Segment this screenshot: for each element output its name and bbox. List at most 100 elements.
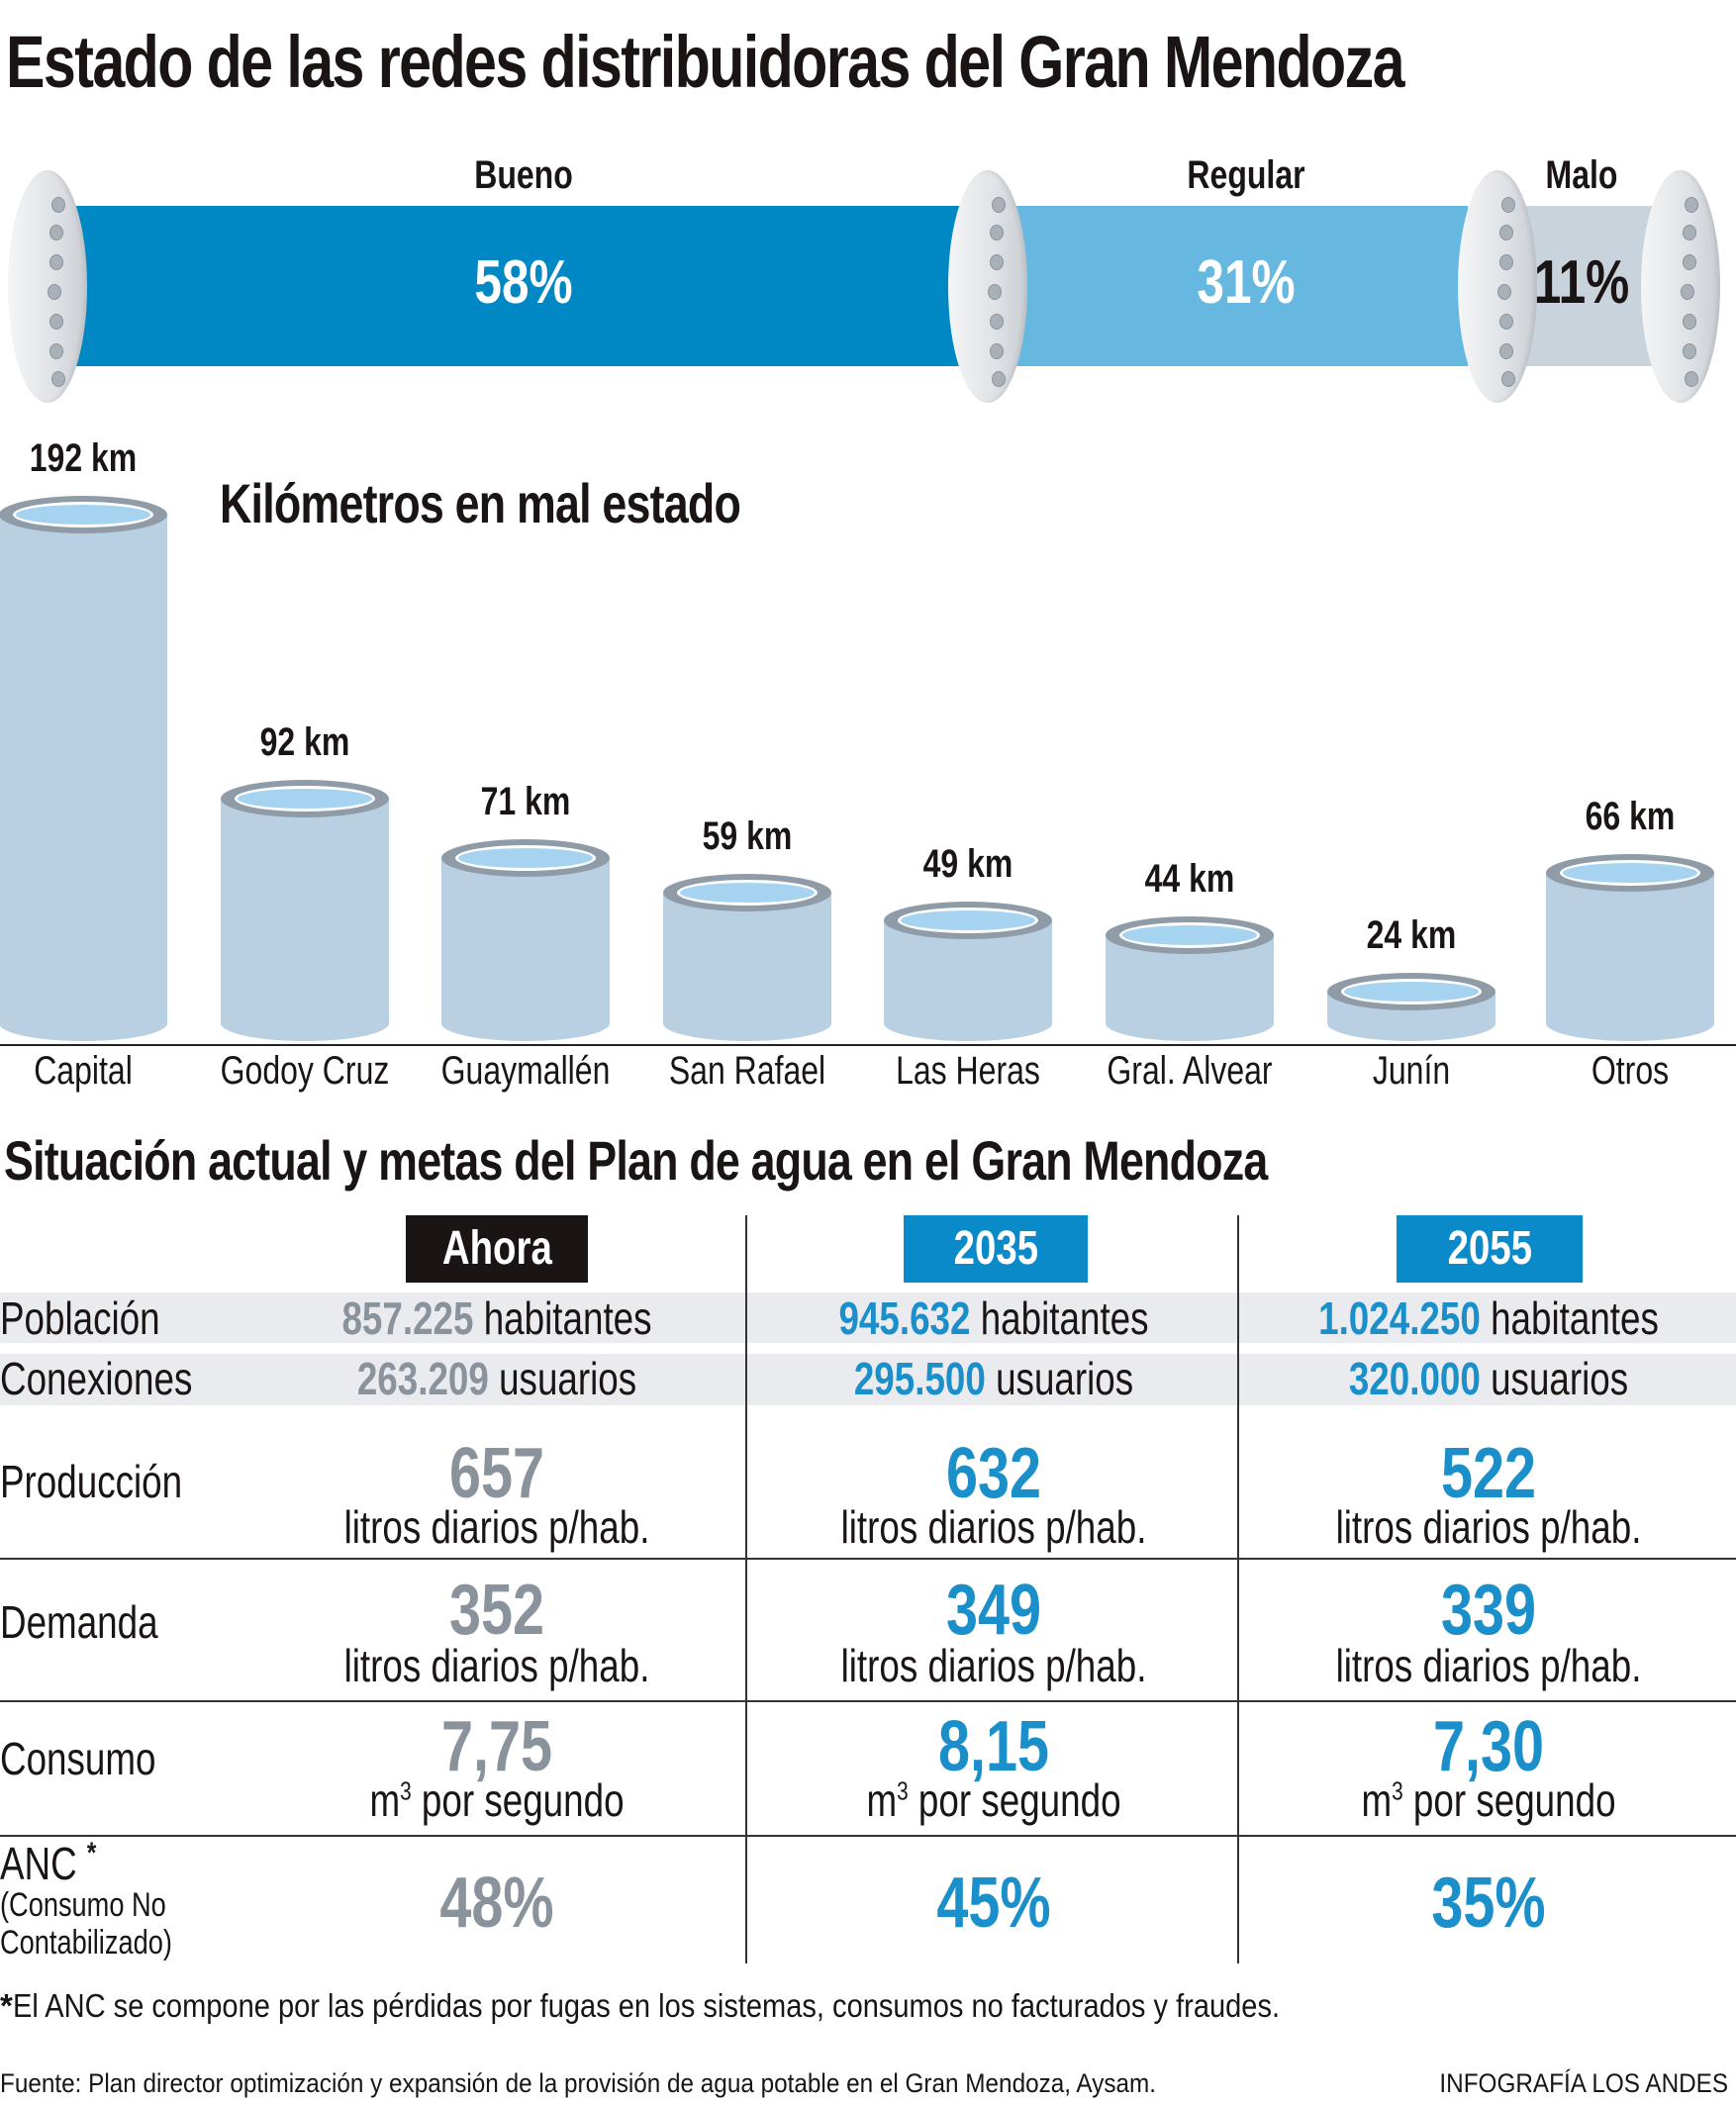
bar-value-label: 49 km bbox=[922, 842, 1013, 887]
column-header-ahora: Ahora bbox=[406, 1215, 588, 1283]
bolt-icon bbox=[1683, 254, 1696, 270]
pipe-label-malo: Malo bbox=[1545, 153, 1618, 197]
bolt-icon bbox=[988, 284, 1002, 300]
pipe-flange bbox=[1458, 170, 1537, 403]
bolt-icon bbox=[1685, 371, 1698, 387]
cell-value-produccion: 657 bbox=[448, 1434, 545, 1513]
bar-value-label: 66 km bbox=[1585, 794, 1676, 838]
cell-value-consumo: 7,30 bbox=[1432, 1707, 1545, 1786]
credit: INFOGRAFÍA LOS ANDES bbox=[1439, 2068, 1728, 2098]
cell-unit-consumo: m3 por segundo bbox=[369, 1774, 625, 1826]
pipe-flange bbox=[8, 170, 87, 403]
cell-value: 295.500 bbox=[853, 1353, 986, 1404]
bolt-icon bbox=[1683, 314, 1696, 330]
cell-unit-demanda: litros diarios p/hab. bbox=[1335, 1640, 1642, 1691]
bolt-icon bbox=[49, 314, 63, 330]
bolt-icon bbox=[1501, 371, 1515, 387]
bolt-icon bbox=[1681, 284, 1694, 300]
bolt-icon bbox=[1497, 284, 1511, 300]
bar-capital bbox=[0, 495, 167, 1041]
bolt-icon bbox=[48, 284, 61, 300]
pipe-flange bbox=[1641, 170, 1720, 403]
cell-poblacion: 857.225 habitantes bbox=[303, 1292, 690, 1345]
bolt-icon bbox=[1499, 314, 1513, 330]
pipe-flange bbox=[948, 170, 1027, 403]
cell-value: 263.209 bbox=[356, 1353, 489, 1404]
bar-value-label: 192 km bbox=[29, 435, 138, 480]
cell-value-consumo: 8,15 bbox=[937, 1707, 1050, 1786]
cell-unit-consumo: m3 por segundo bbox=[866, 1774, 1121, 1826]
cell-unit-demanda: litros diarios p/hab. bbox=[840, 1640, 1147, 1691]
row-divider bbox=[0, 1700, 1736, 1702]
bar-value-label: 24 km bbox=[1366, 913, 1457, 958]
source-note: Fuente: Plan director optimización y exp… bbox=[0, 2068, 1157, 2098]
page-title: Estado de las redes distribuidoras del G… bbox=[6, 21, 1405, 103]
row-label-demanda: Demanda bbox=[0, 1596, 158, 1648]
bolt-icon bbox=[51, 197, 65, 213]
column-divider bbox=[745, 1215, 747, 1963]
cell-value: 1.024.250 bbox=[1318, 1292, 1481, 1344]
bar-value-label: 71 km bbox=[480, 780, 571, 824]
row-divider bbox=[0, 1558, 1736, 1560]
bolt-icon bbox=[1501, 197, 1515, 213]
bar-godoy-cruz bbox=[221, 779, 389, 1041]
table-title: Situación actual y metas del Plan de agu… bbox=[4, 1129, 1268, 1192]
bolt-icon bbox=[992, 371, 1006, 387]
cell-unit: usuarios bbox=[1491, 1353, 1629, 1404]
category-label: Gral. Alvear bbox=[1107, 1049, 1273, 1093]
bar-value-label: 44 km bbox=[1144, 856, 1235, 901]
bar-las-heras bbox=[884, 902, 1052, 1041]
pipe-value-malo: 11% bbox=[1533, 248, 1630, 317]
category-label: San Rafael bbox=[668, 1049, 826, 1093]
column-header-2035: 2035 bbox=[904, 1215, 1088, 1283]
category-label: Las Heras bbox=[896, 1049, 1040, 1093]
row-band-poblacion bbox=[0, 1292, 1736, 1343]
bolt-icon bbox=[990, 225, 1004, 240]
cell-value-demanda: 339 bbox=[1440, 1571, 1537, 1650]
cell-value-demanda: 349 bbox=[945, 1571, 1042, 1650]
bar-san-rafael bbox=[663, 873, 831, 1041]
bolt-icon bbox=[1683, 343, 1696, 359]
cell-value: 945.632 bbox=[838, 1292, 971, 1344]
category-label: Guaymallén bbox=[440, 1049, 611, 1093]
bolt-icon bbox=[1683, 225, 1696, 240]
row-label-produccion: Producción bbox=[0, 1456, 183, 1507]
cell-unit-consumo: m3 por segundo bbox=[1361, 1774, 1616, 1826]
pipe-segment-regular bbox=[995, 206, 1468, 366]
bolt-icon bbox=[49, 254, 63, 270]
cell-value-consumo: 7,75 bbox=[440, 1707, 553, 1786]
bolt-icon bbox=[990, 314, 1004, 330]
category-label: Capital bbox=[34, 1049, 133, 1093]
cell-conexiones: 295.500 usuarios bbox=[820, 1352, 1169, 1405]
row-label-anc: ANC * bbox=[0, 1837, 97, 1889]
cell-unit-produccion: litros diarios p/hab. bbox=[1335, 1501, 1642, 1553]
x-axis-line bbox=[0, 1044, 1736, 1046]
bolt-icon bbox=[990, 343, 1004, 359]
bar-jun-n bbox=[1327, 973, 1495, 1041]
cell-value-anc: 35% bbox=[1431, 1864, 1546, 1943]
cell-value-anc: 48% bbox=[439, 1864, 554, 1943]
pipe-value-regular: 31% bbox=[1197, 248, 1296, 317]
cell-value: 320.000 bbox=[1348, 1353, 1481, 1404]
row-divider bbox=[0, 1835, 1736, 1837]
bolt-icon bbox=[1499, 225, 1513, 240]
pipe-label-regular: Regular bbox=[1187, 153, 1305, 197]
bolt-icon bbox=[49, 225, 63, 240]
cell-conexiones: 320.000 usuarios bbox=[1314, 1352, 1664, 1405]
bolt-icon bbox=[1499, 343, 1513, 359]
bar-otros bbox=[1546, 853, 1714, 1041]
row-label-conexiones: Conexiones bbox=[0, 1353, 193, 1404]
cell-value: 857.225 bbox=[341, 1292, 474, 1344]
bar-value-label: 92 km bbox=[259, 719, 350, 764]
cell-value-produccion: 632 bbox=[945, 1434, 1042, 1513]
column-divider bbox=[1237, 1215, 1239, 1963]
category-label: Junín bbox=[1372, 1049, 1451, 1093]
row-sublabel-anc: (Consumo No bbox=[0, 1886, 166, 1924]
cell-unit-produccion: litros diarios p/hab. bbox=[343, 1501, 650, 1553]
row-label-poblacion: Población bbox=[0, 1292, 160, 1344]
cell-unit: usuarios bbox=[996, 1353, 1134, 1404]
bolt-icon bbox=[1685, 197, 1698, 213]
row-band-conexiones bbox=[0, 1354, 1736, 1405]
cell-value-produccion: 522 bbox=[1440, 1434, 1537, 1513]
column-header-2055: 2055 bbox=[1397, 1215, 1583, 1283]
